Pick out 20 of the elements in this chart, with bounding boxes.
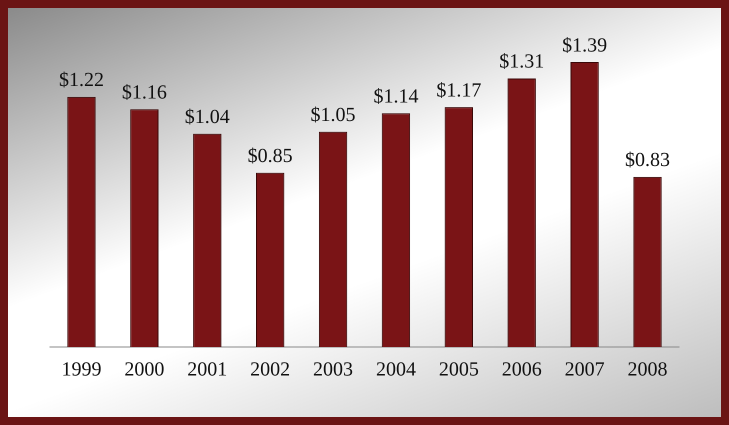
data-label: $0.85 <box>248 145 293 167</box>
data-label: $1.14 <box>373 86 418 108</box>
x-tick-label: 2008 <box>628 358 668 380</box>
data-label: $1.04 <box>184 106 230 128</box>
x-tick-label: 1999 <box>61 358 102 380</box>
x-tick-label: 2001 <box>187 358 228 380</box>
data-label: $1.17 <box>436 79 482 102</box>
data-label: $1.39 <box>562 34 608 56</box>
data-label: $1.16 <box>122 81 167 104</box>
data-label: $1.31 <box>499 50 544 73</box>
data-label: $1.05 <box>310 104 356 126</box>
x-tick-label: 2007 <box>564 358 605 380</box>
data-label: $1.22 <box>58 69 104 92</box>
x-tick-label: 2005 <box>438 358 479 380</box>
x-tick-label: 2006 <box>502 358 542 380</box>
x-tick-label: 2002 <box>250 358 290 380</box>
x-tick-label: 2000 <box>124 358 164 380</box>
data-label: $0.83 <box>625 149 670 172</box>
x-tick-label: 2004 <box>376 358 416 380</box>
x-tick-label: 2003 <box>313 358 354 380</box>
